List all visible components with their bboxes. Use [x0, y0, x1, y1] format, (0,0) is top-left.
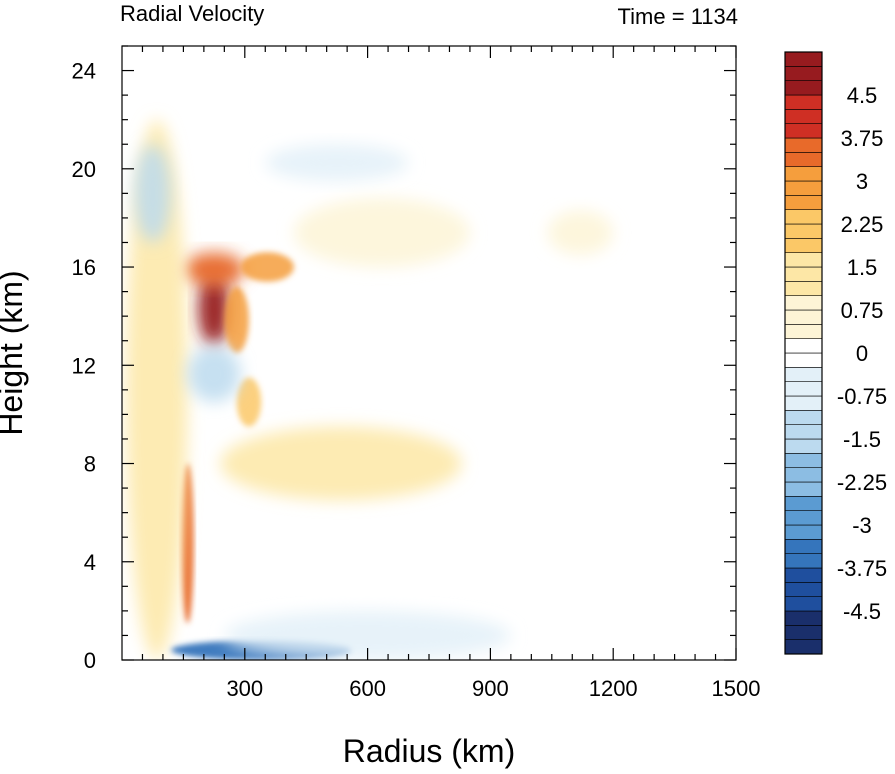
colorbar-label: 3 [856, 169, 868, 194]
field-feature-6 [293, 198, 470, 268]
colorbar-box [784, 295, 823, 311]
y-tick-label: 12 [72, 353, 96, 378]
chart-title-left: Radial Velocity [120, 1, 264, 26]
field-feature-11 [224, 610, 511, 660]
field-feature-12 [134, 144, 172, 243]
colorbar-box [784, 582, 823, 597]
field-feature-14 [265, 144, 409, 182]
field-feature-13 [187, 345, 241, 403]
x-tick-label: 600 [349, 676, 386, 701]
colorbar-box [784, 596, 823, 612]
colorbar-box [784, 467, 823, 483]
colorbar-box [784, 66, 823, 81]
y-axis-label: Height (km) [0, 270, 29, 435]
colorbar-box [784, 137, 823, 153]
colorbar-box [784, 453, 823, 468]
x-tick-label: 1500 [712, 676, 761, 701]
colorbar-label: 0 [856, 341, 868, 366]
colorbar: 4.5 3.75 3 2.25 1.5 0.75 0 -0.75 -1.5 -2.25 -3 -3.7… [784, 51, 887, 655]
x-tick-label: 300 [226, 676, 263, 701]
x-axis: 300 600 900 1200 1500 [141, 46, 761, 701]
field-feature-9 [126, 119, 188, 660]
y-axis: 0 4 8 12 16 20 24 [72, 45, 736, 673]
colorbar-box [784, 553, 823, 569]
colorbar-box [784, 209, 823, 225]
colorbar-box [784, 352, 823, 368]
field-feature-1 [183, 252, 245, 287]
colorbar-box [784, 424, 823, 440]
colorbar-box [784, 567, 823, 583]
velocity-field [122, 46, 736, 660]
colorbar-label: -3 [852, 513, 872, 538]
y-tick-label: 0 [84, 648, 96, 673]
colorbar-box [784, 180, 823, 196]
x-tick-label: 900 [472, 676, 509, 701]
x-tick-label: 1200 [589, 676, 638, 701]
colorbar-box [784, 309, 823, 325]
colorbar-box [784, 80, 823, 96]
colorbar-label: -3.75 [837, 556, 887, 581]
colorbar-box [784, 381, 823, 397]
colorbar-box [784, 238, 823, 253]
colorbar-box [784, 524, 823, 540]
colorbar-box [784, 625, 823, 640]
colorbar-box [784, 539, 823, 554]
colorbar-label: 3.75 [841, 126, 884, 151]
field-feature-7 [547, 210, 614, 255]
colorbar-label: 2.25 [841, 212, 884, 237]
field-feature-5 [220, 426, 462, 501]
colorbar-box [784, 51, 823, 67]
colorbar-box [784, 324, 823, 339]
colorbar-box [784, 367, 823, 382]
colorbar-box [784, 395, 823, 411]
colorbar-box [784, 152, 823, 167]
y-tick-label: 4 [84, 550, 96, 575]
field-feature-4 [236, 377, 262, 427]
colorbar-label: -1.5 [843, 427, 881, 452]
colorbar-label: 4.5 [847, 83, 878, 108]
colorbar-box [784, 223, 823, 239]
colorbar-box [784, 195, 823, 210]
colorbar-box [784, 109, 823, 124]
y-tick-label: 24 [72, 59, 96, 84]
colorbar-box [784, 338, 823, 354]
colorbar-box [784, 166, 823, 182]
colorbar-box [784, 252, 823, 268]
colorbar-box [784, 94, 823, 110]
colorbar-box [784, 510, 823, 526]
colorbar-label: -2.25 [837, 470, 887, 495]
colorbar-box [784, 496, 823, 511]
colorbar-box [784, 281, 823, 296]
field-feature-0 [197, 271, 231, 346]
colorbar-box [784, 410, 823, 425]
colorbar-box [784, 438, 823, 454]
colorbar-box [784, 266, 823, 282]
colorbar-label: 0.75 [841, 298, 884, 323]
y-tick-label: 8 [84, 452, 96, 477]
colorbar-box [784, 481, 823, 497]
x-axis-label: Radius (km) [343, 733, 515, 769]
chart-title-right: Time = 1134 [618, 4, 738, 29]
colorbar-box [784, 639, 823, 655]
colorbar-label: -0.75 [837, 384, 887, 409]
y-tick-label: 16 [72, 255, 96, 280]
field-feature-2 [240, 252, 294, 282]
field-feature-3 [224, 286, 249, 353]
colorbar-label: -4.5 [843, 599, 881, 624]
colorbar-label: 1.5 [847, 255, 878, 280]
y-tick-label: 20 [72, 157, 96, 182]
colorbar-box [784, 610, 823, 626]
colorbar-box [784, 123, 823, 139]
